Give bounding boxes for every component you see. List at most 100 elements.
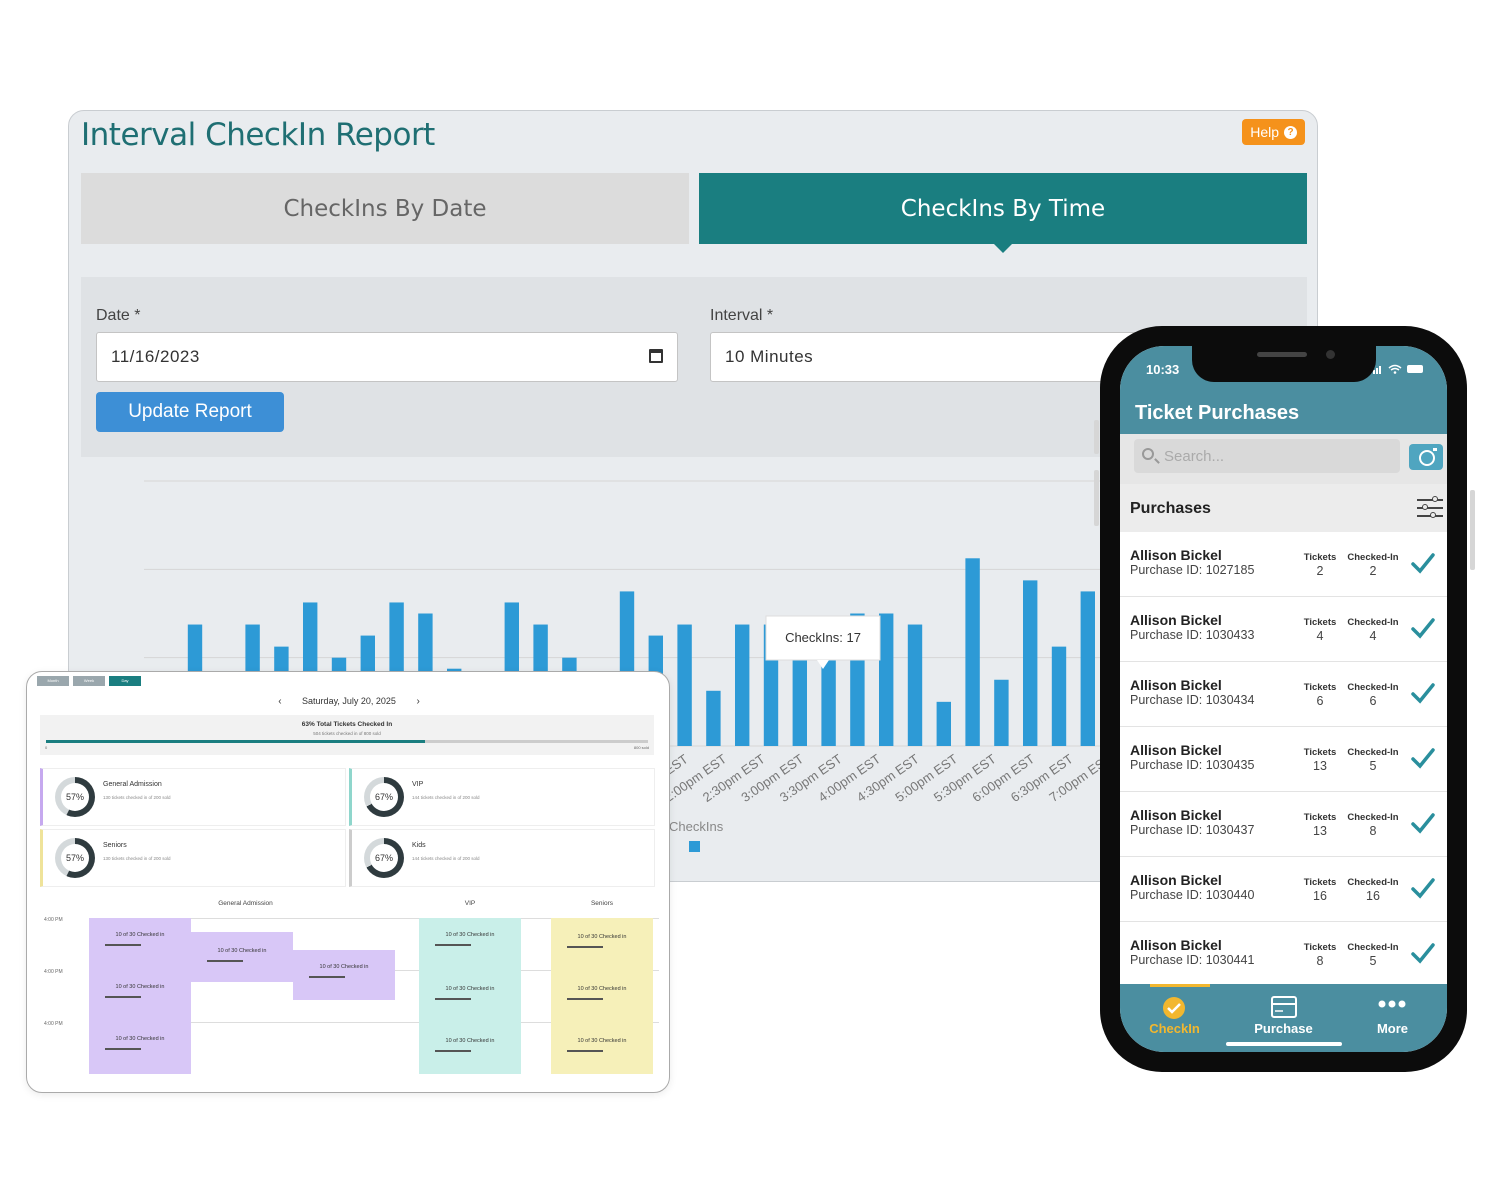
nav-label: Purchase bbox=[1254, 1021, 1313, 1036]
check-icon[interactable] bbox=[1410, 940, 1436, 966]
event-column-bg bbox=[551, 918, 653, 1074]
chevron-left-icon[interactable]: ‹ bbox=[278, 696, 282, 707]
chart-bar[interactable] bbox=[735, 624, 750, 746]
chart-bar[interactable] bbox=[1080, 591, 1095, 746]
checked-in-label: Checked-In bbox=[1347, 747, 1399, 758]
event-bar bbox=[435, 998, 471, 1000]
check-icon[interactable] bbox=[1410, 810, 1436, 836]
current-date: Saturday, July 20, 2025 bbox=[302, 696, 396, 706]
calendar-event[interactable]: 10 of 30 Checked in bbox=[191, 932, 293, 982]
event-label: 10 of 30 Checked in bbox=[319, 964, 369, 970]
event-label: 10 of 30 Checked in bbox=[445, 986, 495, 992]
filter-icon[interactable] bbox=[1417, 496, 1443, 520]
calendar-event[interactable]: 10 of 30 Checked in bbox=[551, 1024, 653, 1074]
tab-checkins-by-time[interactable]: CheckIns By Time bbox=[699, 173, 1307, 253]
purchase-id: Purchase ID: 1030434 bbox=[1130, 693, 1255, 707]
chart-bar[interactable] bbox=[994, 679, 1009, 746]
purchase-row[interactable]: Allison Bickel Purchase ID: 1030435 Ticket… bbox=[1120, 727, 1447, 792]
interval-label: Interval * bbox=[710, 307, 774, 324]
phone-screen: 10:33 Ticket Purchases Search... bbox=[1120, 346, 1447, 1052]
signal-bar bbox=[1373, 370, 1375, 374]
chart-bar[interactable] bbox=[1023, 580, 1038, 746]
nav-checkin[interactable]: CheckIn bbox=[1120, 984, 1229, 1052]
chart-bar[interactable] bbox=[1051, 646, 1067, 746]
app-title: Ticket Purchases bbox=[1135, 402, 1300, 424]
calendar-event[interactable]: 10 of 30 Checked in bbox=[89, 970, 191, 1020]
calendar-event[interactable]: 10 of 30 Checked in bbox=[419, 918, 521, 968]
purchase-row[interactable]: Allison Bickel Purchase ID: 1030441 Ticket… bbox=[1120, 922, 1447, 987]
legend-swatch[interactable] bbox=[689, 841, 700, 852]
tickets-count: 2 bbox=[1316, 564, 1324, 578]
divider bbox=[89, 918, 659, 919]
purchaser-name: Allison Bickel bbox=[1130, 872, 1222, 888]
check-icon[interactable] bbox=[1410, 680, 1436, 706]
event-label: 10 of 30 Checked in bbox=[577, 934, 627, 940]
tickets-count: 16 bbox=[1313, 889, 1327, 903]
calendar-event[interactable]: 10 of 30 Checked in bbox=[419, 972, 521, 1022]
time-label: 4:00 PM bbox=[44, 1021, 63, 1027]
ticket-card-kids[interactable]: 67% Kids 144 tickets checked in of 200 s… bbox=[349, 829, 655, 887]
ring-percent: 67% bbox=[370, 783, 398, 811]
calendar-event[interactable]: 10 of 30 Checked in bbox=[89, 1022, 191, 1072]
ticket-card-vip[interactable]: 67% VIP 144 tickets checked in of 200 so… bbox=[349, 768, 655, 826]
progress-max: 800 sold bbox=[633, 745, 649, 750]
purchase-row[interactable]: Allison Bickel Purchase ID: 1030433 Ticket… bbox=[1120, 597, 1447, 662]
progress-ring: 67% bbox=[364, 777, 404, 817]
view-week-button[interactable]: Week bbox=[73, 676, 105, 686]
help-label: Help bbox=[1250, 124, 1279, 140]
tickets-label: Tickets bbox=[1303, 682, 1337, 693]
chevron-right-icon[interactable]: › bbox=[416, 696, 420, 707]
tickets-label: Tickets bbox=[1303, 617, 1337, 628]
calendar-event[interactable]: 10 of 30 Checked in bbox=[551, 972, 653, 1022]
calendar-event[interactable]: 10 of 30 Checked in bbox=[89, 918, 191, 968]
purchaser-name: Allison Bickel bbox=[1130, 612, 1222, 628]
ring-percent: 57% bbox=[61, 783, 89, 811]
camera-icon[interactable] bbox=[1409, 444, 1443, 470]
view-month-button[interactable]: Month bbox=[37, 676, 69, 686]
date-input[interactable]: 11/16/2023 bbox=[96, 332, 678, 382]
search-input[interactable]: Search... bbox=[1134, 439, 1400, 473]
purchases-section-header: Purchases bbox=[1120, 484, 1447, 532]
update-report-button[interactable]: Update Report bbox=[96, 392, 284, 432]
tab-checkins-by-date[interactable]: CheckIns By Date bbox=[81, 173, 689, 244]
purchase-row[interactable]: Allison Bickel Purchase ID: 1027185 Ticket… bbox=[1120, 532, 1447, 597]
purchaser-name: Allison Bickel bbox=[1130, 742, 1222, 758]
wifi-dot bbox=[1393, 371, 1397, 374]
help-button[interactable]: Help ? bbox=[1242, 119, 1305, 145]
calendar-event[interactable]: 10 of 30 Checked in bbox=[551, 920, 653, 970]
chart-bar[interactable] bbox=[879, 613, 894, 747]
tickets-count: 4 bbox=[1316, 629, 1324, 643]
chart-bar[interactable] bbox=[907, 624, 923, 746]
check-icon[interactable] bbox=[1410, 875, 1436, 901]
event-bar bbox=[567, 946, 603, 948]
purchaser-name: Allison Bickel bbox=[1130, 807, 1222, 823]
calendar-icon[interactable] bbox=[649, 349, 663, 363]
event-label: 10 of 30 Checked in bbox=[577, 986, 627, 992]
check-icon[interactable] bbox=[1410, 550, 1436, 576]
chart-bar[interactable] bbox=[706, 690, 721, 746]
ticket-card-seniors[interactable]: 57% Seniors 130 tickets checked in of 20… bbox=[40, 829, 346, 887]
view-day-button[interactable]: Day bbox=[109, 676, 141, 686]
section-title: Purchases bbox=[1130, 500, 1211, 517]
purchase-row[interactable]: Allison Bickel Purchase ID: 1030440 Ticket… bbox=[1120, 857, 1447, 922]
phone-side-button bbox=[1094, 420, 1099, 454]
purchase-id: Purchase ID: 1027185 bbox=[1130, 563, 1255, 577]
total-title: 63% Total Tickets Checked In bbox=[301, 721, 393, 728]
calendar-event[interactable]: 10 of 30 Checked in bbox=[419, 1024, 521, 1074]
nav-purchase[interactable]: Purchase bbox=[1229, 984, 1338, 1052]
calendar-event[interactable]: 10 of 30 Checked in bbox=[293, 950, 395, 1000]
chart-bar[interactable] bbox=[677, 624, 692, 746]
nav-more[interactable]: More bbox=[1338, 984, 1447, 1052]
event-label: 10 of 30 Checked in bbox=[115, 932, 165, 938]
purchase-row[interactable]: Allison Bickel Purchase ID: 1030434 Ticket… bbox=[1120, 662, 1447, 727]
chart-bar[interactable] bbox=[965, 558, 980, 746]
check-icon[interactable] bbox=[1410, 745, 1436, 771]
progress-fill bbox=[46, 740, 426, 743]
progress-ring: 67% bbox=[364, 838, 404, 878]
chart-bar[interactable] bbox=[936, 701, 951, 746]
ticket-card-general-admission[interactable]: 57% General Admission 130 tickets checke… bbox=[40, 768, 346, 826]
check-icon[interactable] bbox=[1410, 615, 1436, 641]
purchase-row[interactable]: Allison Bickel Purchase ID: 1030437 Ticket… bbox=[1120, 792, 1447, 857]
chart-bar[interactable] bbox=[821, 657, 836, 746]
checked-in-count: 5 bbox=[1369, 954, 1377, 968]
